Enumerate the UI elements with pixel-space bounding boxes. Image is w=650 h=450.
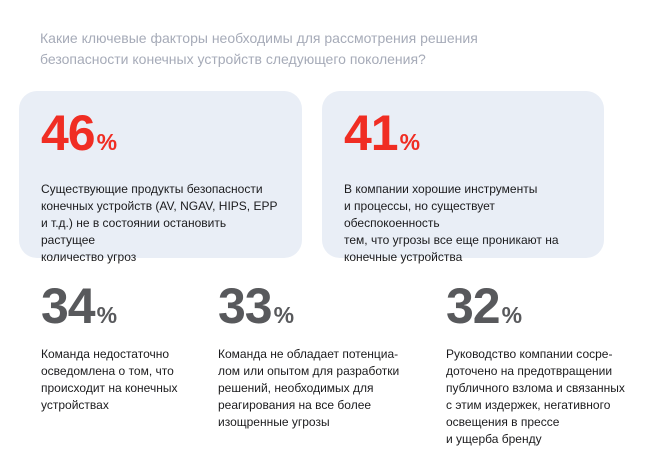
stat-block-3-value: 32%	[446, 281, 625, 338]
highlight-card-1-value: 46%	[41, 108, 280, 165]
stat-number: 32	[446, 278, 501, 334]
stat-block-1-value: 34%	[41, 281, 177, 338]
highlight-card-1-description: Существующие продукты безопасности конеч…	[41, 182, 278, 264]
stat-block-2-description: Команда не обладает потенциа- лом или оп…	[218, 347, 400, 429]
stat-block-2-value: 33%	[218, 281, 399, 338]
page-title: Какие ключевые факторы необходимы для ра…	[40, 30, 478, 67]
percent-sign: %	[399, 129, 421, 155]
stat-number: 46	[41, 105, 96, 161]
percent-sign: %	[96, 129, 118, 155]
stat-block-3-description: Руководство компании сосре- доточено на …	[446, 347, 625, 446]
stat-block-1-description: Команда недостаточно осведомлена о том, …	[41, 347, 178, 412]
stat-number: 41	[344, 105, 399, 161]
stat-block-1: 34% Команда недостаточно осведомлена о т…	[41, 281, 178, 414]
stat-number: 34	[41, 278, 96, 334]
stat-number: 33	[218, 278, 273, 334]
percent-sign: %	[501, 302, 523, 328]
highlight-card-1: 46% Существующие продукты безопасности к…	[19, 91, 302, 264]
percent-sign: %	[96, 302, 118, 328]
highlight-card-2-description: В компании хорошие инструменты и процесс…	[344, 182, 559, 264]
stat-block-2: 33% Команда не обладает потенциа- лом ил…	[218, 281, 400, 431]
highlight-card-2: 41% В компании хорошие инструменты и про…	[322, 91, 604, 264]
highlight-card-2-value: 41%	[344, 108, 582, 165]
stat-block-3: 32% Руководство компании сосре- доточено…	[446, 281, 625, 448]
percent-sign: %	[273, 302, 295, 328]
